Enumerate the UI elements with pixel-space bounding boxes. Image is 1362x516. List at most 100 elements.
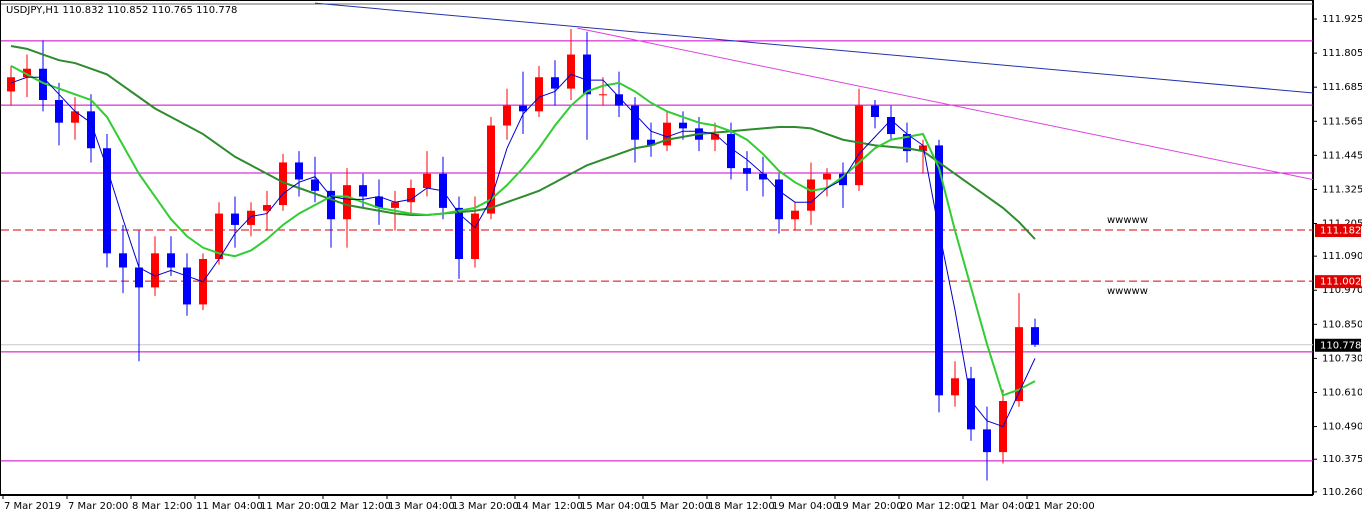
y-tick-label: 110.490: [1322, 422, 1362, 433]
candle-body: [919, 145, 927, 152]
annotation: wwwww: [1107, 286, 1148, 297]
candle-body: [743, 168, 751, 174]
candle-body: [71, 111, 79, 123]
candle-body: [647, 139, 655, 146]
candle-body: [983, 429, 991, 453]
x-tick-label: 21 Mar 20:00: [1028, 501, 1095, 512]
x-tick-label: 11 Mar 20:00: [260, 501, 327, 512]
candle-body: [967, 378, 975, 430]
candle-body: [103, 148, 111, 254]
candle-body: [727, 134, 735, 169]
candle-body: [599, 94, 607, 96]
x-tick-label: 14 Mar 12:00: [516, 501, 583, 512]
plot-frame: [0, 0, 1313, 495]
candle-body: [679, 122, 687, 129]
price-label-box: [1315, 224, 1361, 238]
candle-body: [823, 173, 831, 180]
y-tick-label: 111.925: [1322, 14, 1362, 25]
x-tick-label: 21 Mar 04:00: [964, 501, 1031, 512]
candle-body: [791, 210, 799, 220]
y-tick-label: 110.375: [1322, 454, 1362, 465]
candle-body: [279, 162, 287, 206]
y-tick-label: 110.850: [1322, 319, 1362, 330]
x-tick-label: 13 Mar 20:00: [452, 501, 519, 512]
x-tick-label: 12 Mar 12:00: [324, 501, 391, 512]
candle-body: [551, 77, 559, 89]
candle-body: [503, 105, 511, 126]
axis-panel: [1313, 0, 1362, 495]
price-label: 111.182: [1320, 226, 1361, 237]
price-label: 111.002: [1320, 277, 1361, 288]
x-tick-label: 19 Mar 04:00: [772, 501, 839, 512]
candle-body: [151, 253, 159, 288]
candle-body: [631, 105, 639, 140]
y-tick-label: 110.730: [1322, 353, 1362, 364]
candle-body: [23, 68, 31, 78]
candle-body: [519, 105, 527, 112]
candle-body: [1015, 327, 1023, 401]
candle-body: [183, 267, 191, 305]
candle-body: [423, 173, 431, 189]
x-tick-label: 11 Mar 04:00: [196, 501, 263, 512]
candle-body: [935, 145, 943, 396]
candle-body: [215, 213, 223, 260]
candle-body: [391, 202, 399, 208]
x-tick-label: 8 Mar 12:00: [132, 501, 192, 512]
candle-body: [535, 77, 543, 112]
moving-average: [10, 73, 1036, 428]
trendline: [577, 27, 1316, 181]
candle-body: [7, 77, 15, 92]
candle-body: [295, 162, 303, 180]
candle-body: [951, 378, 959, 396]
x-tick-label: 13 Mar 04:00: [388, 501, 455, 512]
candle-body: [1031, 327, 1039, 345]
candle-body: [903, 134, 911, 152]
candle-body: [327, 190, 335, 220]
moving-average: [10, 65, 1036, 397]
candle-body: [247, 210, 255, 225]
candle-body: [359, 185, 367, 197]
candle-body: [471, 213, 479, 260]
y-tick-label: 111.805: [1322, 48, 1362, 59]
x-tick-label: 7 Mar 20:00: [68, 501, 128, 512]
trendline: [314, 2, 1316, 94]
x-tick-label: 7 Mar 2019: [4, 501, 61, 512]
candle-body: [663, 122, 671, 146]
candle-body: [343, 185, 351, 220]
candle-body: [711, 134, 719, 140]
x-tick-label: 15 Mar 04:00: [580, 501, 647, 512]
candle-body: [775, 179, 783, 220]
moving-average: [10, 45, 1036, 240]
candle-body: [871, 105, 879, 118]
candle-body: [487, 125, 495, 214]
y-tick-label: 111.325: [1322, 184, 1362, 195]
candle-body: [407, 188, 415, 203]
candle-body: [759, 173, 767, 180]
candle-body: [167, 253, 175, 268]
y-tick-label: 111.205: [1322, 219, 1362, 230]
candle-body: [87, 111, 95, 149]
x-tick-label: 18 Mar 12:00: [708, 501, 775, 512]
candle-body: [455, 207, 463, 260]
candle-body: [263, 205, 271, 211]
y-tick-label: 111.565: [1322, 116, 1362, 127]
y-tick-label: 110.610: [1322, 387, 1362, 398]
candle-body: [119, 253, 127, 268]
chart-title: USDJPY,H1 110.832 110.852 110.765 110.77…: [6, 5, 237, 16]
candle-body: [311, 179, 319, 191]
y-tick-label: 110.260: [1322, 487, 1362, 498]
candle-body: [887, 117, 895, 135]
candle-body: [807, 179, 815, 211]
candle-body: [55, 99, 63, 123]
candle-body: [855, 105, 863, 186]
price-label-box: [1315, 275, 1361, 289]
annotation: wwwww: [1107, 215, 1148, 226]
y-tick-label: 111.445: [1322, 150, 1362, 161]
candle-body: [567, 54, 575, 89]
y-tick-label: 111.090: [1322, 251, 1362, 262]
candle-body: [231, 213, 239, 225]
price-label: 110.778: [1320, 340, 1361, 351]
y-tick-label: 111.685: [1322, 82, 1362, 93]
candle-body: [39, 68, 47, 100]
